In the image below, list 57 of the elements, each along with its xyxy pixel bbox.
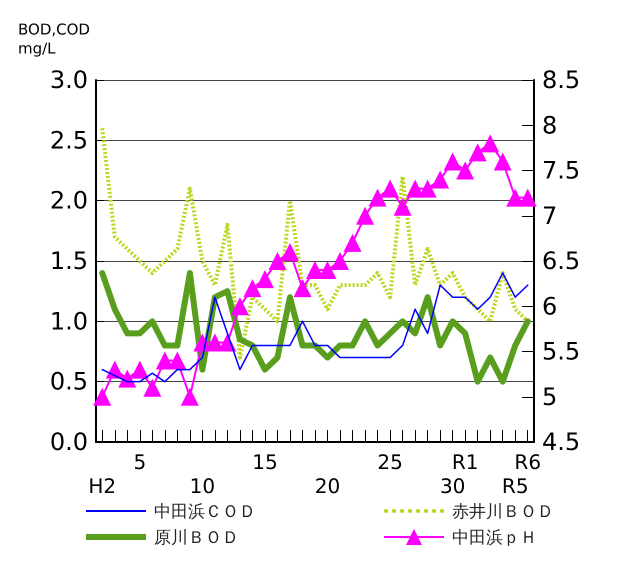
point [256, 270, 274, 288]
point [293, 279, 312, 298]
x-tick-label: R1 [452, 450, 478, 474]
point [431, 170, 450, 189]
y-axis-title: BOD,COD mg/L [18, 20, 90, 58]
point [381, 180, 400, 198]
y2-tick-label: 7.5 [542, 156, 580, 184]
point [368, 188, 387, 207]
x-tick-label: 20 [314, 474, 340, 498]
y2-tick-label: 6.5 [542, 247, 580, 275]
x-tick-label: 25 [377, 450, 403, 474]
x-tick-label: R5 [502, 474, 529, 498]
y2-tick-label: 4.5 [542, 428, 580, 456]
point [344, 234, 362, 252]
y2-tick-label: 6 [542, 292, 558, 320]
legend-label: 原川ＢＯＤ [154, 526, 239, 548]
point [243, 279, 262, 298]
point [444, 152, 462, 170]
point [518, 188, 537, 207]
point [456, 162, 474, 180]
point [468, 143, 487, 162]
y-tick-label: 1.0 [50, 307, 88, 336]
line-series [100, 126, 530, 360]
point [93, 388, 112, 406]
point [230, 297, 249, 316]
y2-tick-label: 8.5 [542, 66, 580, 94]
point [506, 188, 524, 207]
point [331, 252, 350, 270]
legend-label: 赤井川ＢＯＤ [452, 500, 554, 522]
y-tick-label: 0.5 [50, 368, 88, 396]
point [130, 360, 149, 379]
point [180, 388, 199, 406]
y-tick-label: 3.0 [50, 66, 88, 94]
point [394, 198, 412, 216]
point [418, 180, 437, 198]
x-tick-label: R6 [514, 450, 542, 474]
point [481, 134, 500, 152]
legend-label: 中田浜ＣＯＤ [154, 500, 256, 522]
x-tick-label: 15 [252, 450, 278, 474]
point [268, 252, 286, 270]
y-tick-label: 2.5 [50, 126, 88, 154]
y2-tick-label: 5.5 [542, 338, 580, 366]
x-tick-label: H2 [88, 474, 116, 498]
x-tick-label: 10 [190, 474, 216, 498]
y2-tick-label: 7 [542, 202, 558, 230]
y-tick-label: 0.0 [50, 428, 88, 456]
y-tick-label: 1.5 [50, 247, 88, 275]
point [356, 206, 374, 225]
y2-tick-label: 8 [542, 111, 558, 140]
y2-tick-label: 5 [542, 382, 558, 411]
point [280, 242, 299, 261]
point [143, 378, 162, 397]
x-tick-label: 30 [440, 474, 466, 498]
x-tick-label: 5 [133, 450, 146, 474]
legend-label: 中田浜ｐＨ [452, 526, 537, 548]
point [494, 152, 512, 170]
y-tick-label: 2.0 [50, 186, 88, 215]
